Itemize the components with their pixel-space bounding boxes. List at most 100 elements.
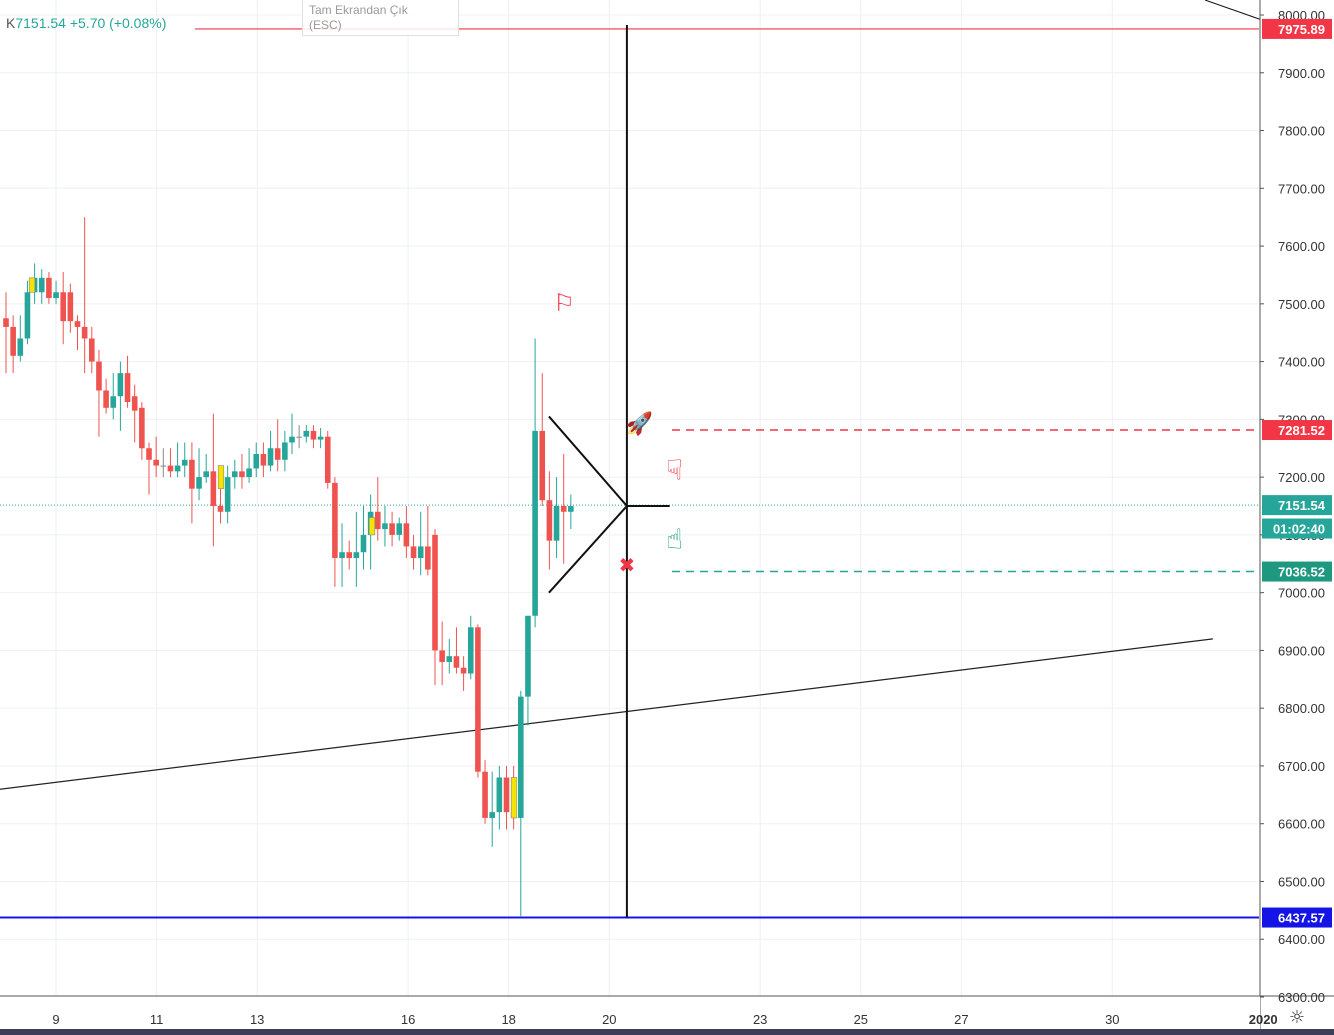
- candle-body: [67, 292, 74, 322]
- candle-body: [482, 771, 488, 818]
- candle: [103, 378, 109, 414]
- candle-body: [389, 523, 395, 535]
- candle-body: [539, 430, 546, 501]
- candle: [525, 615, 531, 726]
- price-badge-label: 7975.89: [1278, 22, 1325, 37]
- candle-body: [324, 436, 331, 483]
- settings-gear-icon[interactable]: ☼: [1288, 1007, 1306, 1028]
- y-tick-label: 7800.00: [1278, 124, 1325, 139]
- candle-body: [475, 627, 481, 772]
- candle: [332, 477, 338, 587]
- candle-body: [503, 777, 510, 813]
- y-tick-label: 6700.00: [1278, 759, 1325, 774]
- candle: [160, 448, 167, 478]
- y-tick-label: 7500.00: [1278, 297, 1325, 312]
- candle-body: [174, 465, 181, 472]
- candle: [396, 517, 403, 541]
- candle-body: [60, 292, 66, 322]
- candle-body: [317, 436, 324, 440]
- candle-body: [10, 326, 16, 356]
- candle-body: [425, 546, 431, 570]
- candle-body: [153, 459, 159, 466]
- candle-body: [396, 523, 403, 535]
- exit-fullscreen-hint[interactable]: Tam Ekrandan Çık (ESC): [302, 0, 459, 36]
- candle-body: [568, 506, 574, 512]
- candle: [346, 540, 352, 570]
- candle: [317, 428, 324, 449]
- y-tick-label: 7400.00: [1278, 355, 1325, 370]
- candle: [60, 272, 66, 345]
- price-badge-label: 01:02:40: [1273, 522, 1325, 537]
- x-tick-label: 27: [954, 1012, 968, 1027]
- y-tick-label: 7200.00: [1278, 470, 1325, 485]
- candle: [10, 315, 16, 374]
- candle: [439, 621, 445, 686]
- candle-body: [232, 471, 238, 478]
- candle: [296, 425, 302, 449]
- candle-body: [110, 396, 117, 408]
- candle: [324, 430, 331, 489]
- candle-body: [117, 373, 124, 397]
- price-badges: 7975.89 7281.52 7151.54 01:02:40 7036.52 6437…: [1262, 18, 1332, 928]
- price-badge-label: 6437.57: [1278, 911, 1325, 926]
- bottom-toolbar: [0, 1029, 1334, 1035]
- candle: [475, 624, 481, 778]
- candle: [203, 454, 209, 483]
- y-tick-label: 7600.00: [1278, 239, 1325, 254]
- candle: [453, 627, 460, 674]
- price-badge: [1262, 18, 1332, 39]
- y-tick-label: 6900.00: [1278, 643, 1325, 658]
- candle-body: [38, 277, 45, 293]
- candle-body: [3, 318, 9, 327]
- x-tick-label: 23: [753, 1012, 767, 1027]
- candle-body: [203, 471, 209, 478]
- ohlc-legend: K7151.54 +5.70 (+0.08%): [6, 15, 166, 31]
- candle: [53, 280, 59, 304]
- candle: [282, 430, 288, 472]
- candle: [539, 373, 546, 506]
- candle-highlight: [217, 465, 225, 489]
- candle: [560, 454, 567, 564]
- candle: [482, 760, 488, 824]
- x-tick-label: 11: [150, 1012, 164, 1027]
- candle: [417, 511, 424, 576]
- candle-body: [260, 454, 267, 466]
- candle-body: [453, 656, 460, 668]
- x-tick-label: 30: [1105, 1012, 1119, 1027]
- candle-body: [53, 292, 59, 299]
- thumbs-up-icon: ☝: [666, 523, 683, 556]
- candle: [196, 448, 202, 501]
- candle-body: [339, 552, 345, 558]
- candle-body: [246, 468, 252, 478]
- candle: [46, 272, 52, 304]
- candle-body: [24, 292, 31, 339]
- candle: [553, 477, 560, 558]
- candle: [124, 355, 131, 408]
- candle: [489, 771, 495, 847]
- candle: [274, 419, 281, 472]
- candle: [496, 765, 503, 830]
- candle-body: [417, 546, 424, 558]
- candle: [3, 292, 9, 374]
- candle: [24, 280, 31, 345]
- x-tick-label: 18: [501, 1012, 515, 1027]
- candle-body: [139, 407, 145, 449]
- candle-body: [432, 534, 438, 651]
- candle: [189, 442, 195, 524]
- candle-body: [382, 523, 388, 530]
- candle-body: [353, 552, 360, 558]
- last-price: 7151.54: [15, 15, 66, 31]
- candle: [260, 442, 267, 478]
- candle-highlight: [368, 517, 376, 536]
- candle: [174, 442, 181, 478]
- y-tick-label: 6800.00: [1278, 701, 1325, 716]
- candle-body: [303, 430, 310, 437]
- candle: [389, 511, 395, 547]
- y-tick-label: 6500.00: [1278, 874, 1325, 889]
- exit-fullscreen-key: (ESC): [309, 18, 342, 32]
- candle-body: [131, 396, 138, 411]
- candle: [360, 506, 367, 570]
- y-tick-label: 7000.00: [1278, 586, 1325, 601]
- candle-body: [403, 523, 410, 547]
